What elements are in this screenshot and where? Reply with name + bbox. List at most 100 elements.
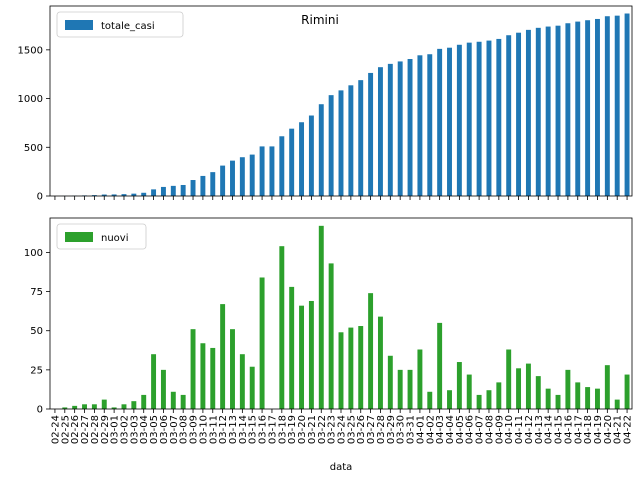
bar-totale_casi-04-16 (565, 23, 571, 196)
x-tick-label: 03-01 (110, 415, 121, 444)
bar-totale_casi-03-13 (230, 160, 235, 196)
bar-totale_casi-04-14 (545, 26, 551, 197)
bar-nuovi-02-28 (91, 404, 97, 409)
bar-nuovi-03-27 (368, 293, 374, 409)
x-tick-label: 04-07 (475, 415, 486, 444)
bar-totale_casi-03-25 (348, 85, 354, 196)
x-tick-label: 04-04 (445, 415, 456, 444)
bar-nuovi-03-04 (141, 394, 147, 409)
bar-totale_casi-04-04 (447, 47, 452, 197)
x-tick-label: 04-12 (524, 415, 535, 444)
x-tick-label: 03-11 (208, 415, 219, 444)
x-tick-label: 03-09 (189, 415, 200, 444)
bar-nuovi-03-23 (328, 263, 334, 409)
x-tick-label: 04-02 (425, 415, 436, 444)
x-tick-label: 04-09 (494, 415, 505, 444)
bar-totale_casi-03-08 (180, 184, 186, 196)
bar-nuovi-04-20 (604, 365, 610, 409)
x-tick-label: 03-17 (267, 415, 278, 444)
bar-nuovi-03-22 (318, 225, 324, 409)
y-tick-label: 1000 (18, 94, 43, 105)
bar-totale_casi-04-02 (427, 54, 433, 197)
bar-totale_casi-03-01 (111, 194, 117, 196)
y-tick-label: 75 (30, 287, 43, 298)
bar-nuovi-03-03 (131, 401, 137, 409)
bar-nuovi-03-09 (190, 329, 196, 409)
x-tick-label: 04-21 (613, 415, 624, 444)
bar-totale_casi-03-02 (121, 194, 127, 196)
x-tick-label: 03-27 (366, 415, 377, 444)
bar-nuovi-04-01 (417, 349, 423, 409)
bar-nuovi-03-20 (299, 305, 305, 409)
bar-nuovi-04-03 (437, 322, 443, 409)
x-tick-labels: 02-2402-2502-2602-2702-2802-2903-0103-02… (50, 415, 633, 444)
bar-totale_casi-03-07 (170, 185, 176, 196)
bar-totale_casi-04-19 (595, 18, 600, 197)
panel-nuovi: 0 25 50 75 100 nuovi (24, 217, 633, 416)
axes-frame (49, 217, 633, 410)
x-tick-label: 02-26 (70, 415, 81, 444)
x-tick-label: 03-14 (238, 415, 249, 444)
x-tick-label: 04-17 (573, 415, 584, 444)
bar-nuovi-04-05 (456, 362, 462, 409)
bar-nuovi-02-27 (82, 404, 87, 409)
bar-totale_casi-04-05 (456, 44, 462, 196)
bar-nuovi-04-16 (565, 369, 571, 409)
bar-totale_casi-03-12 (220, 165, 226, 196)
x-tick-label: 03-05 (149, 415, 160, 444)
x-tick-label: 02-27 (80, 415, 91, 444)
bar-totale_casi-04-06 (466, 42, 472, 196)
bar-totale_casi-04-17 (575, 21, 581, 197)
bar-totale_casi-03-18 (279, 136, 285, 196)
x-tick-label: 02-28 (90, 415, 101, 444)
bar-totale_casi-03-28 (377, 67, 383, 196)
x-tick-label: 03-07 (169, 415, 180, 444)
bar-nuovi-04-06 (466, 374, 472, 409)
x-tick-label: 04-19 (593, 415, 604, 444)
bar-nuovi-03-28 (377, 316, 383, 409)
bar-nuovi-03-31 (407, 369, 413, 409)
bar-nuovi-04-17 (575, 382, 581, 409)
y-tick-label: 25 (30, 365, 43, 376)
bar-totale_casi-04-22 (624, 13, 630, 196)
y-tick-label: 100 (24, 248, 43, 259)
bar-nuovi-04-10 (506, 349, 512, 409)
bar-nuovi-03-19 (289, 286, 295, 409)
bar-totale_casi-03-17 (269, 146, 275, 196)
bar-totale_casi-03-16 (259, 146, 265, 196)
y-tick-label: 1500 (18, 45, 43, 56)
legend-label: nuovi (101, 233, 129, 244)
bar-totale_casi-03-22 (318, 104, 324, 196)
x-tick-label: 03-16 (258, 415, 269, 444)
x-tick-label: 04-10 (504, 415, 515, 444)
x-tick-label: 04-15 (554, 415, 565, 444)
bar-nuovi-02-29 (101, 399, 107, 409)
bar-totale_casi-03-27 (368, 72, 374, 196)
x-tick-label: 04-13 (534, 415, 545, 444)
bar-nuovi-04-22 (624, 374, 630, 409)
x-tick-label: 04-22 (623, 415, 634, 444)
x-tick-label: 04-11 (514, 415, 525, 444)
x-tick-label: 03-23 (327, 415, 338, 444)
bar-totale_casi-03-10 (200, 175, 206, 196)
bar-nuovi-03-14 (239, 354, 245, 409)
bar-nuovi-04-11 (516, 368, 522, 409)
bar-nuovi-03-01 (111, 407, 117, 409)
bar-nuovi-04-15 (555, 394, 561, 409)
bar-totale_casi-04-03 (437, 48, 443, 197)
x-tick-label: 03-19 (287, 415, 298, 444)
bar-totale_casi-03-19 (289, 128, 295, 196)
x-tick-label: 03-06 (159, 415, 170, 444)
bar-nuovi-03-24 (338, 332, 344, 409)
bar-nuovi-03-13 (230, 329, 235, 409)
legend-label: totale_casi (101, 21, 155, 32)
bar-totale_casi-04-10 (506, 35, 512, 197)
x-tick-label: 03-30 (396, 415, 407, 444)
bar-nuovi-02-26 (72, 405, 78, 409)
bar-nuovi-03-25 (348, 327, 354, 409)
bar-nuovi-04-19 (595, 388, 600, 409)
bar-totale_casi-03-20 (299, 122, 305, 196)
bar-totale_casi-04-09 (496, 38, 502, 197)
x-tick-label: 03-24 (337, 415, 348, 444)
